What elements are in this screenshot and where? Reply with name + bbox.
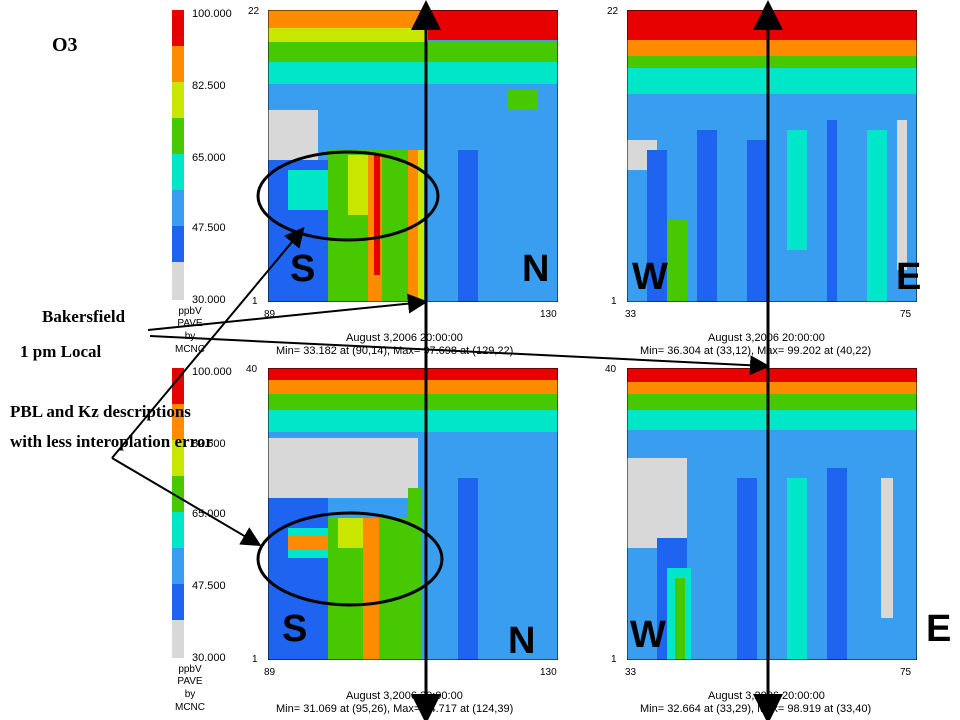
unit-label: ppbV (178, 306, 202, 317)
colorbar-label: 82.500 (192, 80, 226, 92)
colorbar-bottom (172, 368, 184, 658)
y-tick-top: 22 (248, 6, 260, 17)
brand-line: PAVE (177, 676, 203, 687)
y-tick-top: 40 (605, 364, 617, 375)
x-tick-right: 130 (540, 667, 557, 678)
colorbar-label: 65.000 (192, 152, 226, 164)
brand-line: PAVE (177, 318, 203, 329)
heatmap-panel-top-right (627, 10, 917, 302)
colorbar-label: 100.000 (192, 8, 232, 20)
panel-minmax: Min= 36.304 at (33,12), Max= 99.202 at (… (640, 345, 872, 357)
bakersfield-arrow (149, 335, 770, 376)
brand-line: MCNC (175, 344, 205, 355)
panel-minmax: Min= 33.182 at (90,14), Max= 97.698 at (… (276, 345, 514, 357)
unit-label: ppbV (178, 664, 202, 675)
heatmap-panel-bottom-left (268, 368, 558, 660)
local-time-label: 1 pm Local (20, 342, 102, 361)
direction-label-south: S (282, 608, 308, 650)
pbl-arrow (111, 457, 262, 547)
direction-label-north: N (522, 248, 550, 290)
x-tick-left: 89 (264, 667, 276, 678)
colorbar-label: 47.500 (192, 580, 226, 592)
panel-timestamp: August 3,2006 20:00:00 (708, 332, 825, 344)
brand-line: MCNC (175, 702, 205, 713)
heatmap-panel-bottom-right (627, 368, 917, 660)
figure-title: O3 (52, 34, 78, 56)
brand-line: by (184, 689, 196, 700)
y-tick-bottom: 1 (611, 654, 617, 665)
panel-minmax: Min= 31.069 at (95,26), Max= 94.717 at (… (276, 703, 514, 715)
colorbar-label: 100.000 (192, 366, 232, 378)
direction-label-north: N (508, 620, 536, 662)
direction-label-west: W (632, 256, 668, 298)
y-tick-top: 22 (607, 6, 619, 17)
colorbar-label: 30.000 (192, 294, 226, 306)
brand-line: by (184, 331, 196, 342)
x-tick-right: 75 (900, 667, 912, 678)
colorbar-label: 47.500 (192, 222, 226, 234)
x-tick-left: 33 (625, 309, 637, 320)
direction-label-east: E (896, 256, 922, 298)
colorbar-label: 30.000 (192, 652, 226, 664)
pbl-arrow (111, 226, 305, 459)
y-tick-bottom: 1 (252, 296, 258, 307)
y-tick-top: 40 (246, 364, 258, 375)
x-tick-left: 33 (625, 667, 637, 678)
x-tick-right: 75 (900, 309, 912, 320)
pbl-label-line2: with less interoplation error (10, 432, 213, 451)
y-tick-bottom: 1 (611, 296, 617, 307)
colorbar-top (172, 10, 184, 300)
direction-label-east: E (926, 608, 952, 650)
highlight-ellipse (256, 150, 440, 242)
highlight-ellipse (256, 511, 444, 607)
direction-label-west: W (630, 614, 666, 656)
pbl-label-line1: PBL and Kz descriptions (10, 402, 191, 421)
bakersfield-label: Bakersfield (42, 307, 126, 326)
y-tick-bottom: 1 (252, 654, 258, 665)
panel-timestamp: August 3,2006 20:00:00 (346, 332, 463, 344)
x-tick-right: 130 (540, 309, 557, 320)
bakersfield-arrow (147, 293, 428, 331)
x-tick-left: 89 (264, 309, 276, 320)
colorbar-label: 82.500 (192, 438, 226, 450)
direction-label-south: S (290, 248, 316, 290)
